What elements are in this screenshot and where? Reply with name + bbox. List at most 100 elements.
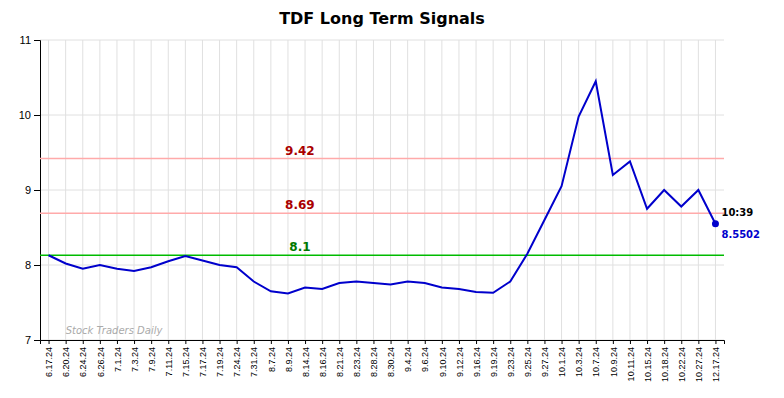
tick: 6.26.24	[96, 340, 106, 377]
tick-label: 10.1.24	[557, 347, 567, 377]
tick: 7.31.24	[249, 340, 259, 377]
tick: 10.11.24	[626, 340, 636, 381]
tick: 7.3.24	[130, 340, 140, 372]
tick-mark	[185, 340, 186, 344]
tick-mark	[510, 340, 511, 344]
tick-mark	[425, 340, 426, 344]
grid-line	[681, 40, 682, 340]
tick-label: 9.4.24	[403, 347, 413, 372]
tick-mark	[100, 340, 101, 344]
tick: 10.22.24	[677, 340, 687, 382]
tick-label: 9.19.24	[489, 347, 499, 377]
tick: 9.25.24	[523, 340, 533, 377]
marks	[40, 81, 724, 293]
tick: 8.23.24	[352, 340, 362, 377]
grid-line	[99, 40, 100, 340]
tick: 11	[20, 34, 40, 46]
tick: 7.1.24	[113, 340, 123, 372]
grid-line	[151, 40, 152, 340]
tick-label: 11	[20, 34, 31, 46]
tick-mark	[34, 40, 40, 41]
tick: 7.15.24	[181, 340, 191, 377]
grid-line	[715, 40, 716, 340]
tick-label: 7.15.24	[181, 347, 191, 377]
tick-mark	[151, 340, 152, 344]
grid-line	[493, 40, 494, 340]
tick-label: 10.27.24	[694, 347, 704, 382]
tick-mark	[715, 340, 716, 344]
tick-mark	[66, 340, 67, 344]
watermark: Stock Traders Daily	[66, 325, 164, 336]
x-axis-line	[41, 341, 725, 345]
grid-line	[48, 40, 49, 340]
grid-line	[322, 40, 323, 340]
tick-label: 9.25.24	[523, 347, 533, 377]
tick-label: 8.7.24	[267, 347, 277, 372]
tick-mark	[613, 340, 614, 344]
tick-label: 8.16.24	[318, 347, 328, 377]
tick-mark	[202, 340, 203, 344]
tick-mark	[698, 340, 699, 344]
tick-label: 8.23.24	[352, 347, 362, 377]
tick-label: 10.11.24	[626, 347, 636, 381]
annotations: 8.18.699.4210:398.5502Stock Traders Dail…	[66, 144, 760, 337]
tick-label: 7.9.24	[147, 347, 157, 372]
grid-line	[305, 40, 306, 340]
tick: 7.19.24	[215, 340, 225, 377]
tick: 10.3.24	[574, 340, 584, 377]
tick-mark	[493, 340, 494, 344]
tick-label: 8.9.24	[284, 347, 294, 372]
grid-line	[612, 40, 613, 340]
tick: 10.18.24	[660, 340, 670, 382]
tick-mark	[596, 340, 597, 344]
tick-label: 7.3.24	[130, 347, 140, 372]
tick-label: 10.9.24	[609, 347, 619, 377]
annotation: 10:39	[721, 207, 753, 218]
grid-line	[629, 40, 630, 340]
tick-label: 7.31.24	[249, 347, 259, 377]
grid-line	[168, 40, 169, 340]
grid-line	[116, 40, 117, 340]
tick: 7	[25, 334, 40, 346]
tick-mark	[34, 265, 40, 266]
grid-line	[219, 40, 220, 340]
tick-mark	[49, 340, 50, 344]
grid-line	[407, 40, 408, 340]
tick-label: 10	[19, 109, 31, 121]
grid-line	[202, 40, 203, 340]
tick-label: 10.3.24	[574, 347, 584, 377]
tick-label: 6.17.24	[44, 347, 54, 377]
grid-line	[270, 40, 271, 340]
tick: 10.27.24	[694, 340, 704, 382]
reference-label: 9.42	[285, 144, 315, 158]
tick-mark	[117, 340, 118, 344]
tick: 9.4.24	[403, 340, 413, 372]
tick-label: 9.16.24	[472, 347, 482, 377]
tick-label: 9.6.24	[420, 347, 430, 372]
tick-mark	[630, 340, 631, 344]
tick-mark	[356, 340, 357, 344]
grid-line	[561, 40, 562, 340]
tick-mark	[83, 340, 84, 344]
tick: 8.7.24	[267, 340, 277, 372]
grid-line	[373, 40, 374, 340]
tick-label: 9.23.24	[506, 347, 516, 377]
grid-line	[65, 40, 66, 340]
grid-line	[510, 40, 511, 340]
tick: 9.10.24	[438, 340, 448, 377]
tick-label: 10.22.24	[677, 347, 687, 382]
reference-label: 8.69	[285, 198, 315, 212]
reference-line	[40, 158, 724, 160]
tick-mark	[681, 340, 682, 344]
tick-mark	[527, 340, 528, 344]
tick: 10.15.24	[643, 340, 653, 382]
tick-mark	[254, 340, 255, 344]
grid-line	[476, 40, 477, 340]
tick-label: 7.17.24	[198, 347, 208, 377]
y-axis-line	[34, 41, 41, 341]
tick-mark	[322, 340, 323, 344]
tick-mark	[391, 340, 392, 344]
tick-label: 9.12.24	[455, 347, 465, 377]
tick-mark	[134, 340, 135, 344]
tick-label: 9.27.24	[540, 347, 550, 377]
